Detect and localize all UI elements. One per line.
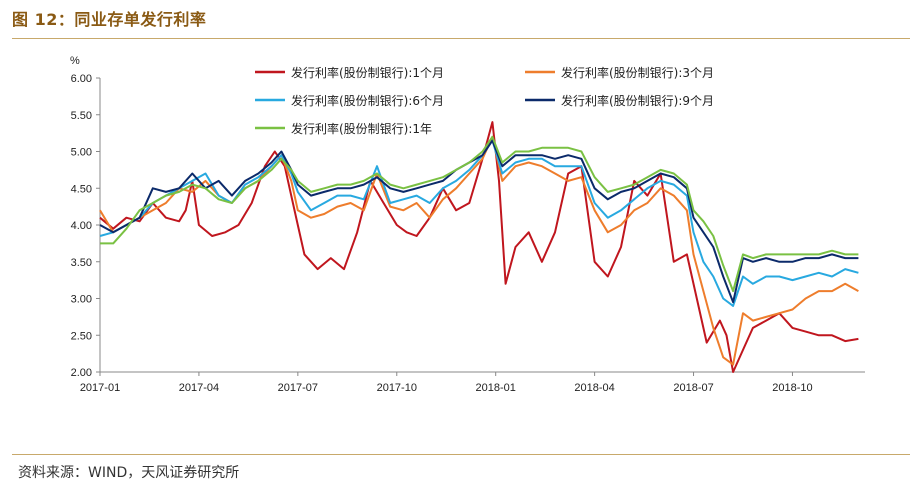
legend-label: 发行利率(股份制银行):9个月 [561, 93, 714, 108]
line-chart: % 6.00 5.50 5.00 4.50 4.00 3.50 3.00 2.50 2.00 201… [70, 55, 865, 394]
x-tick-label: 2017-07 [278, 382, 318, 394]
y-tick-label: 6.00 [71, 73, 92, 85]
y-tick-label: 2.50 [71, 330, 92, 342]
title-divider [12, 38, 910, 39]
x-tick-label: 2017-10 [377, 382, 417, 394]
series-line-3 [99, 139, 859, 307]
legend-label: 发行利率(股份制银行):1年 [291, 121, 432, 136]
x-tick-label: 2018-10 [772, 382, 812, 394]
y-tick-label: 4.00 [71, 220, 92, 232]
x-tick-label: 2017-01 [80, 382, 120, 394]
legend-label: 发行利率(股份制银行):1个月 [291, 65, 444, 80]
legend-label: 发行利率(股份制银行):6个月 [291, 93, 444, 108]
x-tick-label: 2018-04 [574, 382, 614, 394]
series-line-5 [100, 135, 859, 293]
y-axis-unit: % [70, 55, 80, 67]
y-tick-label: 5.50 [71, 110, 92, 122]
legend-label: 发行利率(股份制银行):3个月 [561, 65, 714, 80]
x-tick-label: 2017-04 [179, 382, 219, 394]
x-tick-label: 2018-07 [673, 382, 713, 394]
source-note: 资料来源：WIND，天风证券研究所 [18, 465, 240, 481]
footer-divider [12, 454, 910, 455]
y-tick-label: 3.00 [71, 294, 92, 306]
y-tick-label: 3.50 [71, 257, 92, 269]
x-tick-label: 2018-01 [476, 382, 516, 394]
chart-title: 图 12：同业存单发行利率 [12, 10, 207, 29]
y-tick-label: 5.00 [71, 147, 92, 159]
y-tick-label: 4.50 [71, 183, 92, 195]
series-line-4 [99, 139, 859, 304]
y-tick-label: 2.00 [71, 367, 92, 379]
